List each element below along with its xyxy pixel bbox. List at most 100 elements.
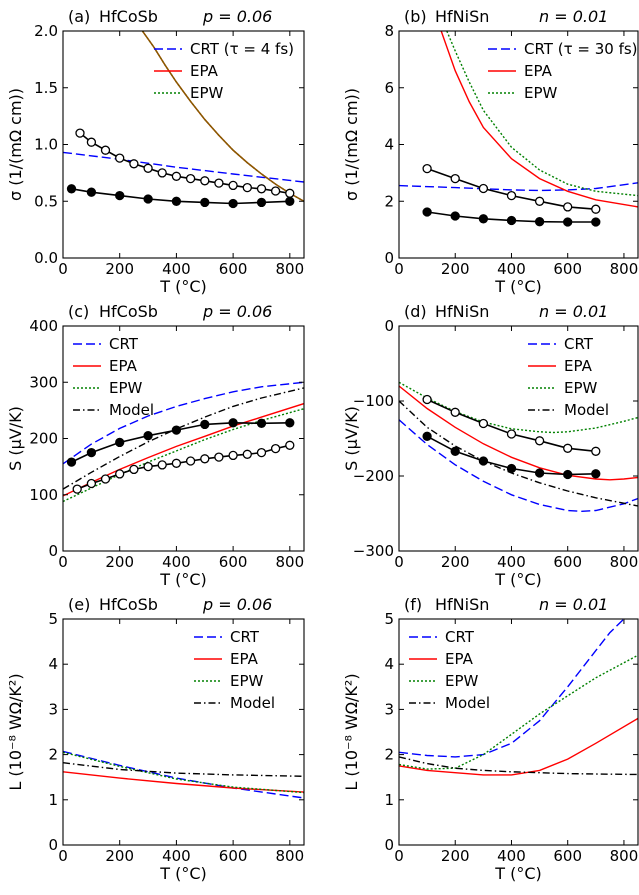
data-point-c-5-0 (72, 484, 82, 494)
axes-frame-f (398, 618, 639, 846)
legend-label-c-0: CRT (109, 335, 139, 353)
legend-label-f-3: Model (445, 694, 490, 712)
panel-label-a: (a) (68, 7, 90, 26)
x-tick-label-d-4: 800 (610, 553, 639, 571)
data-point-a-5-3 (143, 194, 153, 204)
data-point-c-5-14 (270, 443, 281, 454)
legend-label-b-2: EPW (524, 84, 558, 102)
data-point-a-5-6 (228, 198, 238, 209)
x-tick-label-f-3: 600 (553, 847, 582, 865)
series-line-d-2 (399, 381, 638, 434)
series-line-f-2 (399, 654, 638, 770)
series-line-a-0 (63, 151, 304, 183)
x-tick-label-d-3: 600 (553, 553, 582, 571)
x-tick-label-b-0: 0 (394, 260, 404, 278)
y-tick-label-f-1: 1 (384, 791, 394, 809)
data-point-b-4-2 (478, 214, 489, 224)
y-axis-label-e: L (10⁻⁸ WΩ/K²) (6, 673, 25, 790)
y-tick-label-d-1: −200 (353, 467, 394, 485)
y-tick-label-b-2: 4 (384, 136, 394, 154)
y-tick-label-d-0: −300 (353, 542, 394, 560)
data-point-d-4-6 (591, 446, 601, 456)
series-line-c-0 (63, 381, 304, 465)
data-point-a-4-9 (200, 176, 210, 186)
panel-material-a: HfCoSb (99, 7, 158, 26)
y-tick-label-a-4: 2.0 (34, 22, 58, 40)
data-point-c-4-0 (66, 457, 77, 467)
data-point-a-4-3 (115, 153, 125, 163)
x-axis-label-c: T (°C) (159, 570, 207, 589)
x-tick-label-e-4: 800 (276, 847, 305, 865)
x-tick-label-c-2: 400 (162, 553, 191, 571)
panel-label-b: (b) (404, 7, 427, 26)
data-point-b-3-4 (534, 196, 545, 206)
legend-label-d-2: EPW (564, 379, 598, 397)
data-point-a-4-0 (75, 128, 85, 138)
x-tick-label-d-1: 200 (441, 553, 470, 571)
x-tick-label-b-1: 200 (441, 260, 470, 278)
data-point-c-5-5 (143, 461, 153, 472)
data-point-c-5-3 (115, 469, 125, 479)
legend-label-d-1: EPA (564, 357, 593, 375)
panel-label-e: (e) (68, 595, 90, 614)
data-point-a-5-2 (115, 190, 125, 201)
y-tick-label-b-3: 6 (384, 79, 394, 97)
panel-carrier-d: n = 0.01 (539, 302, 608, 321)
data-point-c-4-2 (115, 437, 125, 448)
x-tick-label-c-0: 0 (58, 553, 68, 571)
panel-label-d: (d) (404, 302, 427, 321)
data-point-c-4-3 (143, 431, 153, 441)
panel-carrier-e: p = 0.06 (202, 595, 272, 614)
series-line-a-3 (141, 31, 304, 202)
data-point-a-5-7 (256, 197, 267, 208)
legend-label-d-3: Model (564, 401, 609, 419)
x-tick-label-a-2: 400 (162, 260, 191, 278)
axes-frame-b (398, 30, 639, 259)
plot-area-c (63, 381, 304, 503)
data-point-a-4-5 (143, 163, 153, 173)
data-point-c-5-15 (285, 440, 295, 450)
series-line-d-0 (399, 419, 638, 513)
x-axis-label-d: T (°C) (494, 570, 542, 589)
series-line-e-2 (63, 751, 304, 794)
data-point-d-5-6 (591, 469, 601, 479)
data-point-d-4-4 (534, 436, 545, 446)
y-tick-label-b-0: 0 (384, 249, 394, 267)
y-tick-label-c-1: 100 (29, 486, 58, 504)
panel-carrier-c: p = 0.06 (202, 302, 272, 321)
legend-label-e-0: CRT (230, 628, 260, 646)
y-tick-label-f-4: 4 (384, 655, 394, 673)
legend-d: CRT EPA EPW Model (528, 335, 609, 419)
x-axis-label-f: T (°C) (494, 864, 542, 883)
y-axis-label-d: S (μV/K) (342, 406, 361, 471)
data-point-d-5-2 (478, 456, 489, 466)
data-point-a-4-2 (100, 145, 111, 155)
panel-carrier-b: n = 0.01 (539, 7, 608, 26)
x-tick-label-e-0: 0 (58, 847, 68, 865)
panel-material-c: HfCoSb (99, 302, 158, 321)
data-point-c-5-9 (200, 454, 210, 464)
x-tick-label-c-4: 800 (276, 553, 305, 571)
series-line-c-1 (63, 402, 304, 497)
data-point-d-4-1 (450, 407, 460, 417)
y-axis-label-b: σ (1/(mΩ cm)) (342, 88, 361, 201)
data-point-c-5-1 (86, 478, 97, 489)
data-point-d-4-3 (506, 429, 517, 439)
y-tick-label-c-0: 0 (48, 542, 58, 560)
panel-a: 0 200 400 600 800 0.0 0.5 1.0 1.5 2.0 T (°C) σ (1/(… (6, 7, 305, 296)
axes-frame-c (62, 325, 305, 552)
legend-c: CRT EPA EPW Model (73, 335, 154, 419)
series-line-e-3 (63, 762, 304, 777)
plot-area-a (63, 31, 304, 209)
data-point-a-5-4 (171, 196, 182, 206)
data-point-a-4-15 (285, 188, 295, 198)
data-point-d-5-1 (450, 446, 460, 456)
y-tick-label-e-2: 2 (48, 746, 58, 764)
panel-material-e: HfCoSb (99, 595, 158, 614)
data-point-b-3-3 (506, 190, 517, 201)
panel-label-f: (f) (404, 595, 422, 614)
x-tick-label-a-1: 200 (105, 260, 134, 278)
data-point-a-4-11 (228, 180, 238, 191)
series-line-e-1 (63, 771, 304, 793)
plot-area-b (399, 31, 638, 227)
